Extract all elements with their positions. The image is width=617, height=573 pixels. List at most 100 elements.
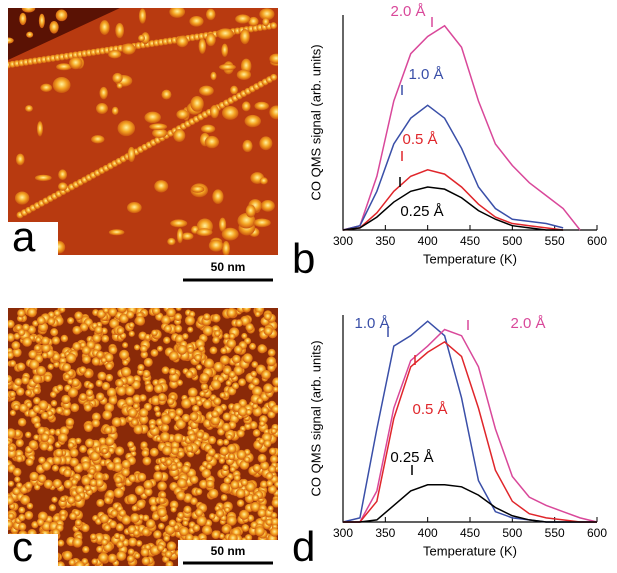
cluster bbox=[8, 480, 15, 487]
cluster bbox=[251, 361, 259, 368]
cluster bbox=[40, 433, 50, 442]
cluster bbox=[141, 449, 150, 457]
cluster bbox=[138, 414, 149, 425]
cluster bbox=[164, 524, 176, 535]
cluster bbox=[181, 232, 194, 241]
cluster bbox=[69, 457, 79, 467]
cluster bbox=[196, 399, 203, 407]
cluster bbox=[89, 479, 98, 487]
cluster bbox=[195, 430, 204, 439]
cluster bbox=[55, 9, 68, 22]
cluster bbox=[181, 413, 191, 423]
scale-label: 50 nm bbox=[211, 260, 246, 274]
cluster bbox=[49, 391, 57, 398]
cluster bbox=[174, 313, 183, 321]
cluster bbox=[52, 455, 62, 465]
cluster bbox=[272, 377, 278, 387]
cluster bbox=[57, 432, 68, 443]
cluster bbox=[158, 496, 166, 504]
cluster bbox=[141, 527, 150, 537]
cluster bbox=[16, 482, 23, 489]
cluster bbox=[230, 85, 238, 95]
cluster bbox=[251, 386, 263, 397]
cluster bbox=[194, 353, 202, 362]
cluster bbox=[133, 344, 141, 351]
cluster bbox=[22, 336, 32, 347]
cluster bbox=[72, 325, 82, 335]
cluster bbox=[101, 381, 111, 391]
cluster bbox=[138, 8, 147, 24]
cluster bbox=[81, 476, 91, 486]
cluster bbox=[17, 418, 27, 427]
axes bbox=[342, 15, 597, 231]
cluster bbox=[153, 405, 160, 413]
cluster bbox=[271, 404, 278, 414]
cluster bbox=[261, 369, 271, 380]
cluster bbox=[157, 544, 165, 552]
cluster bbox=[8, 333, 15, 342]
cluster bbox=[41, 461, 52, 471]
cluster bbox=[17, 309, 26, 318]
x-tick-label: 500 bbox=[502, 234, 522, 248]
cluster bbox=[252, 429, 261, 437]
cluster bbox=[260, 199, 275, 212]
cluster bbox=[249, 421, 258, 430]
cluster bbox=[209, 346, 218, 355]
cluster bbox=[168, 367, 177, 376]
cluster bbox=[139, 344, 148, 353]
x-tick-label: 300 bbox=[333, 234, 353, 248]
series-label: 0.5 Å bbox=[402, 131, 437, 148]
cluster bbox=[161, 414, 172, 425]
cluster bbox=[105, 362, 114, 371]
cluster bbox=[14, 378, 23, 386]
cluster bbox=[131, 505, 138, 512]
cluster bbox=[176, 478, 188, 489]
cluster bbox=[57, 182, 68, 191]
cluster bbox=[269, 455, 278, 464]
cluster bbox=[59, 308, 66, 313]
cluster bbox=[204, 135, 219, 149]
cluster bbox=[33, 434, 40, 441]
cluster bbox=[113, 462, 123, 473]
cluster bbox=[254, 311, 261, 318]
cluster bbox=[240, 478, 249, 487]
cluster bbox=[12, 467, 22, 477]
cluster bbox=[175, 408, 184, 417]
cluster bbox=[14, 476, 21, 483]
cluster bbox=[226, 308, 237, 319]
cluster bbox=[83, 403, 93, 412]
stm-features bbox=[8, 8, 278, 255]
cluster bbox=[175, 308, 182, 312]
cluster bbox=[254, 101, 269, 111]
cluster bbox=[99, 513, 109, 524]
cluster bbox=[65, 417, 75, 427]
cluster bbox=[198, 345, 205, 353]
cluster bbox=[263, 439, 272, 448]
cluster bbox=[108, 345, 118, 355]
cluster bbox=[226, 434, 233, 441]
cluster bbox=[114, 475, 123, 484]
cluster bbox=[149, 423, 156, 430]
cluster bbox=[8, 519, 14, 529]
cluster bbox=[220, 347, 228, 355]
cluster bbox=[269, 53, 278, 64]
cluster bbox=[34, 421, 41, 429]
cluster bbox=[159, 431, 171, 443]
cluster bbox=[126, 310, 135, 319]
cluster bbox=[202, 399, 213, 409]
cluster bbox=[192, 404, 200, 413]
cluster bbox=[205, 8, 216, 21]
cluster bbox=[95, 392, 105, 402]
cluster bbox=[19, 12, 27, 26]
cluster bbox=[229, 466, 236, 473]
cluster bbox=[36, 518, 45, 527]
cluster bbox=[111, 417, 122, 428]
cluster bbox=[21, 8, 36, 13]
scale-label: 50 nm bbox=[211, 544, 246, 558]
cluster bbox=[16, 362, 26, 372]
cluster bbox=[118, 313, 129, 324]
cluster bbox=[265, 518, 273, 526]
cluster bbox=[259, 8, 275, 21]
cluster bbox=[97, 371, 107, 381]
panel-letter: d bbox=[292, 523, 315, 568]
